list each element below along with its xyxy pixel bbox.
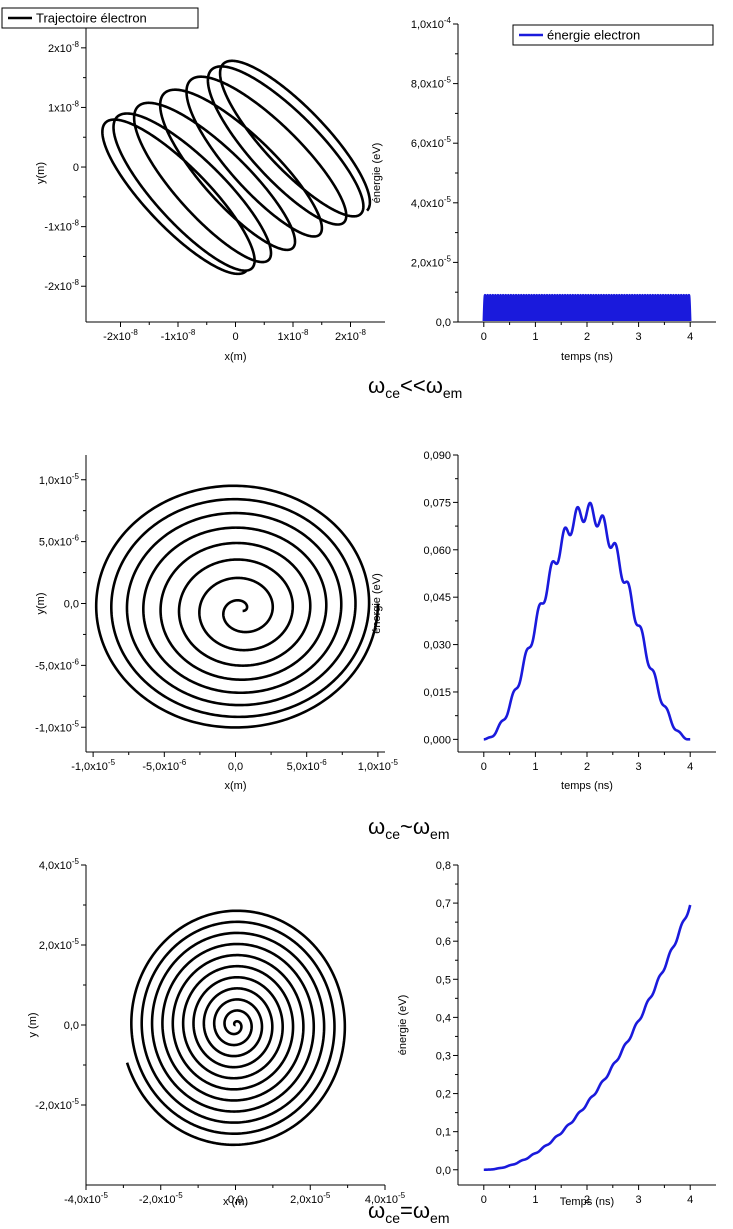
x-axis-title: x (m) <box>223 1196 248 1208</box>
y-tick-label: 2,0x10-5 <box>411 254 452 269</box>
x-tick-label: -4,0x10-5 <box>64 1191 108 1206</box>
y-tick-label: 0,3 <box>436 1050 451 1062</box>
x-tick-label: 1,0x10-5 <box>358 758 399 773</box>
x-tick-label: -1x10-8 <box>161 328 196 343</box>
x-tick-label: 4 <box>687 761 693 773</box>
y-axis-title: énergie (eV) <box>397 995 409 1056</box>
x-axis-title: x(m) <box>225 351 247 363</box>
x-tick-label: -5,0x10-6 <box>142 758 186 773</box>
y-tick-label: 1,0x10-5 <box>39 472 80 487</box>
y-tick-label: -2x10-8 <box>44 278 79 293</box>
legend-label: énergie electron <box>547 28 640 43</box>
y-axis-title: y(m) <box>35 593 47 615</box>
y-tick-label: 5,0x10-6 <box>39 534 80 549</box>
y-tick-label: 1x10-8 <box>48 99 80 114</box>
y-axis-title: énergie (eV) <box>371 573 383 634</box>
y-tick-label: 6,0x10-5 <box>411 135 452 150</box>
y-tick-label: 0,0 <box>436 317 451 329</box>
regime-label: ωce~ωem <box>368 814 449 842</box>
x-tick-label: 3 <box>636 331 642 343</box>
x-tick-label: 0 <box>232 331 238 343</box>
regime-label: ωce<<ωem <box>368 373 462 401</box>
y-tick-label: -1,0x10-5 <box>35 719 79 734</box>
y-tick-label: 0,090 <box>423 450 451 462</box>
legend-box <box>1 7 199 29</box>
x-tick-label: 2,0x10-5 <box>290 1191 331 1206</box>
y-tick-label: 0 <box>73 162 79 174</box>
x-tick-label: -2x10-8 <box>103 328 138 343</box>
series-line <box>482 293 692 321</box>
y-tick-label: 4,0x10-5 <box>411 195 452 210</box>
x-tick-label: 2 <box>584 761 590 773</box>
x-tick-label: 4 <box>687 1194 693 1206</box>
y-tick-label: 0,7 <box>436 898 451 910</box>
x-tick-label: 1 <box>532 761 538 773</box>
x-tick-label: -2,0x10-5 <box>139 1191 183 1206</box>
x-tick-label: 0 <box>481 761 487 773</box>
x-tick-label: 2 <box>584 331 590 343</box>
y-tick-label: 0,5 <box>436 974 451 986</box>
y-tick-label: 0,0 <box>64 1020 79 1032</box>
x-tick-label: -1,0x10-5 <box>71 758 115 773</box>
x-tick-label: 2x10-8 <box>335 328 367 343</box>
y-tick-label: 0,075 <box>423 497 451 509</box>
y-axis-title: énergie (eV) <box>371 143 383 204</box>
x-tick-label: 5,0x10-6 <box>287 758 328 773</box>
x-tick-label: 1x10-8 <box>278 328 310 343</box>
series-line <box>482 904 692 1172</box>
y-tick-label: 4,0x10-5 <box>39 857 80 872</box>
y-tick-label: 0,2 <box>436 1089 451 1101</box>
legend-box <box>512 24 714 46</box>
x-tick-label: 0,0 <box>228 761 243 773</box>
x-axis-title: temps (ns) <box>561 351 613 363</box>
x-tick-label: 2 <box>584 1194 590 1206</box>
y-tick-label: 0,0 <box>64 599 79 611</box>
x-tick-label: 4,0x10-5 <box>365 1191 406 1206</box>
y-tick-label: 0,0 <box>436 1165 451 1177</box>
y-tick-label: 0,6 <box>436 936 451 948</box>
y-tick-label: 0,045 <box>423 592 451 604</box>
x-tick-label: 3 <box>636 761 642 773</box>
series-line <box>101 59 372 276</box>
legend-label: Trajectoire électron <box>36 11 147 26</box>
y-tick-label: 0,1 <box>436 1127 451 1139</box>
y-tick-label: 0,030 <box>423 640 451 652</box>
y-tick-label: -5,0x10-6 <box>35 657 79 672</box>
x-tick-label: 0 <box>481 1194 487 1206</box>
y-tick-label: 1,0x10-4 <box>411 16 452 31</box>
x-tick-label: 4 <box>687 331 693 343</box>
trajectory-2-chart: -1,0x10-5 -5,0x10-6 0,0 5,0x10-6 1,0x10-5 -1,… <box>35 455 398 792</box>
energy-2-chart: 0 1 2 3 4 0,000 0,015 0,030 0,045 0,060 0,075 0,090… <box>371 450 716 792</box>
y-tick-label: 8,0x10-5 <box>411 76 452 91</box>
x-tick-label: 3 <box>636 1194 642 1206</box>
x-tick-label: 1 <box>532 1194 538 1206</box>
y-tick-label: 0,8 <box>436 860 451 872</box>
y-tick-label: 0,060 <box>423 545 451 557</box>
energy-3-chart: 0 1 2 3 4 0,0 0,1 0,2 0,3 0,4 0,5 0,6 0,7 0,8 Temps (n… <box>397 860 716 1208</box>
y-axis-title: y(m) <box>35 162 47 184</box>
y-tick-label: -1x10-8 <box>44 219 79 234</box>
x-axis-title: temps (ns) <box>561 780 613 792</box>
energy-1-chart: 0 1 2 3 4 0,0 2,0x10-5 4,0x10-5 6,0x10-5 8,0x10-5… <box>371 16 716 363</box>
series-line <box>482 501 692 741</box>
y-tick-label: 0,000 <box>423 734 451 746</box>
series-line <box>125 909 347 1147</box>
y-tick-label: 0,015 <box>423 687 451 699</box>
regime-label: ωce=ωem <box>368 1198 449 1226</box>
y-tick-label: 2x10-8 <box>48 40 80 55</box>
y-tick-label: -2,0x10-5 <box>35 1097 79 1112</box>
x-tick-label: 0 <box>481 331 487 343</box>
trajectory-1-chart: -2x10-8 -1x10-8 0 1x10-8 2x10-8 -2x10-8 -1x10-… <box>1 7 385 363</box>
x-tick-label: 1 <box>532 331 538 343</box>
x-axis-title: x(m) <box>225 780 247 792</box>
y-tick-label: 0,4 <box>436 1012 451 1024</box>
trajectory-3-chart: -4,0x10-5 -2,0x10-5 0,0 2,0x10-5 4,0x10-5 -2,… <box>27 857 406 1208</box>
x-tick-label: 0,0 <box>228 1194 243 1206</box>
y-tick-label: 2,0x10-5 <box>39 937 80 952</box>
series-line <box>94 484 380 729</box>
x-axis-title: Temps (ns) <box>560 1196 614 1208</box>
y-axis-title: y (m) <box>27 1012 39 1037</box>
